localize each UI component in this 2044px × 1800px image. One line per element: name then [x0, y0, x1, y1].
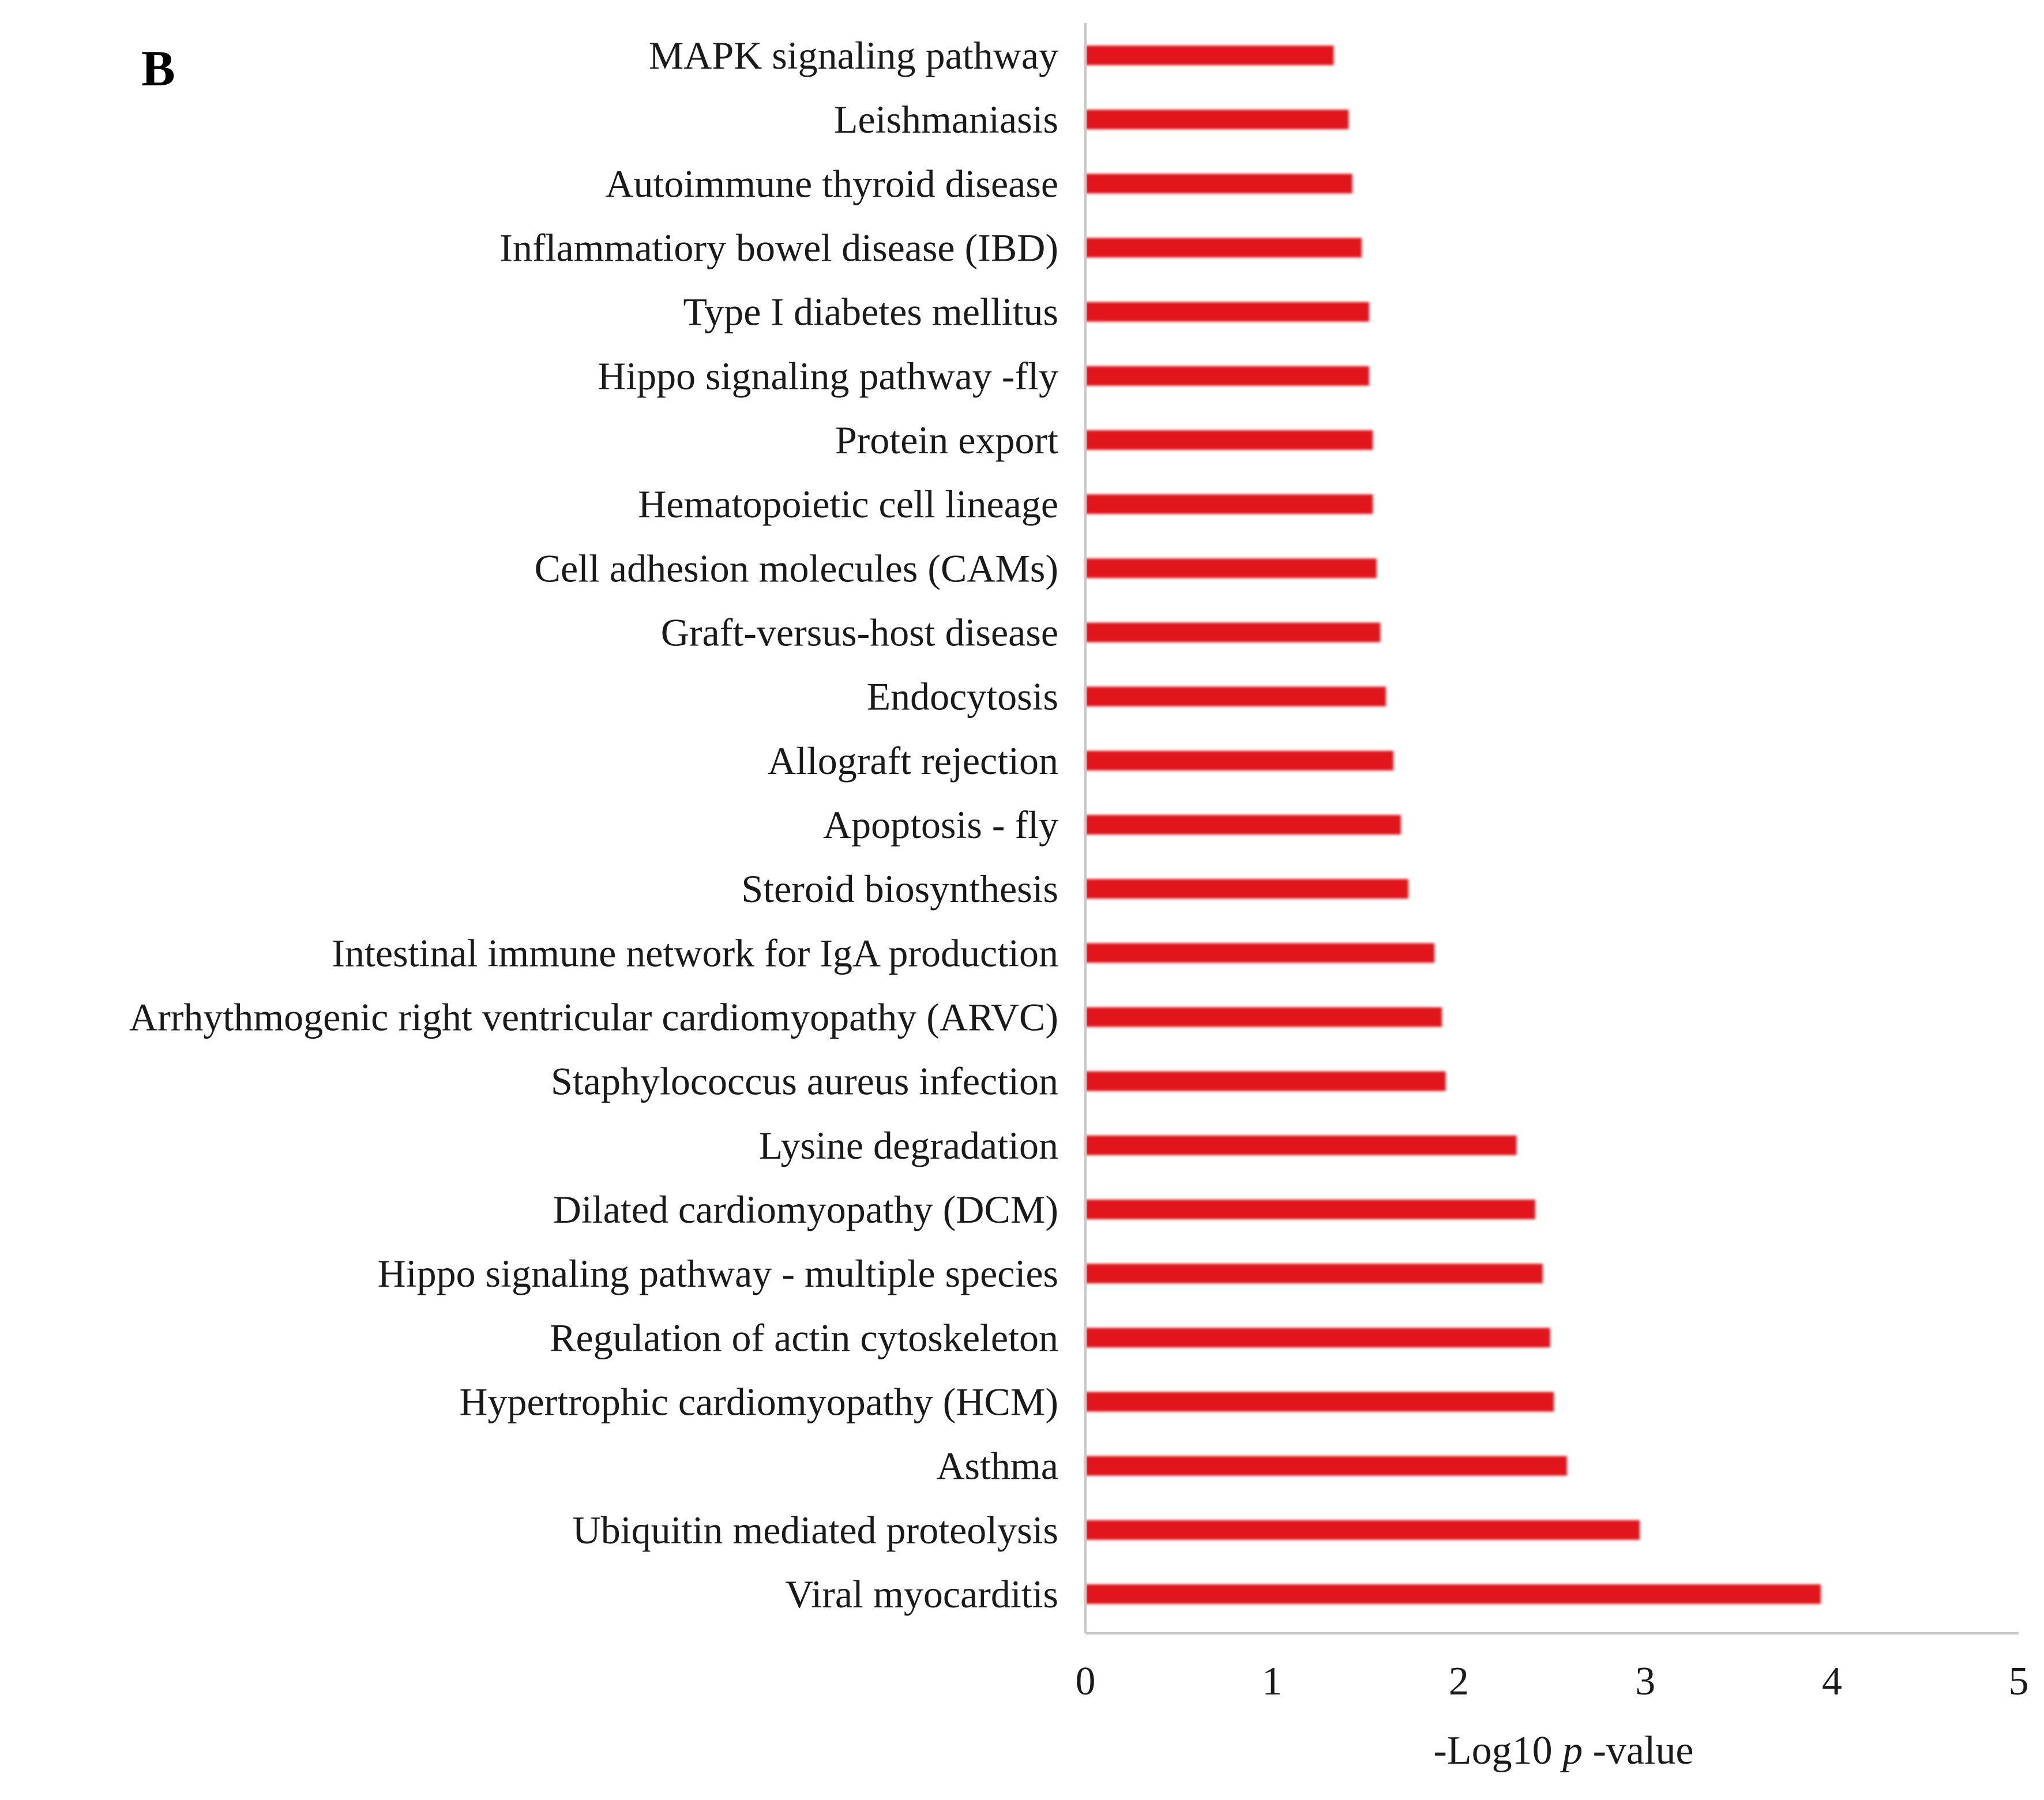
- bar-3: [1085, 174, 1352, 194]
- bar-13: [1085, 815, 1401, 835]
- category-label: Hypertrophic cardiomyopathy (HCM): [459, 1380, 1058, 1424]
- category-label: Asthma: [936, 1444, 1058, 1488]
- category-label: Apoptosis - fly: [823, 803, 1058, 847]
- bar-19: [1085, 1200, 1535, 1219]
- axes: [1084, 23, 2019, 1634]
- x-tick-label: 4: [1822, 1659, 1842, 1704]
- bars-layer: [1085, 46, 1821, 1604]
- category-label: Autoimmune thyroid disease: [605, 161, 1058, 205]
- bar-2: [1085, 110, 1349, 130]
- category-label: MAPK signaling pathway: [649, 33, 1058, 77]
- category-label: Hippo signaling pathway -fly: [598, 354, 1058, 398]
- bar-16: [1085, 1007, 1442, 1027]
- bar-6: [1085, 366, 1369, 386]
- category-label: Allograft rejection: [768, 739, 1058, 783]
- x-tick-label: 2: [1449, 1659, 1469, 1704]
- bar-8: [1085, 494, 1373, 514]
- bar-20: [1085, 1264, 1543, 1284]
- x-tick-label: 0: [1076, 1659, 1096, 1704]
- category-label: Viral myocarditis: [785, 1572, 1058, 1616]
- x-tick-label: 5: [2009, 1659, 2029, 1704]
- bar-5: [1085, 302, 1369, 322]
- category-label: Dilated cardiomyopathy (DCM): [553, 1188, 1058, 1231]
- category-label: Hippo signaling pathway - multiple speci…: [378, 1252, 1058, 1295]
- category-label: Protein export: [835, 418, 1058, 462]
- category-label: Lysine degradation: [759, 1123, 1058, 1167]
- category-label: Regulation of actin cytoskeleton: [550, 1316, 1058, 1359]
- x-tick-label: 3: [1635, 1659, 1655, 1704]
- x-axis-title-italic: p: [1560, 1728, 1583, 1773]
- x-axis-title-suffix: -value: [1583, 1728, 1693, 1773]
- category-label: Intestinal immune network for IgA produc…: [332, 931, 1058, 975]
- bar-22: [1085, 1392, 1554, 1412]
- bar-18: [1085, 1135, 1517, 1155]
- category-label: Type I diabetes mellitus: [683, 290, 1058, 334]
- bar-11: [1085, 686, 1386, 707]
- category-label: Endocytosis: [867, 675, 1058, 719]
- bar-9: [1085, 558, 1377, 578]
- category-label: Leishmaniasis: [834, 97, 1058, 141]
- category-label: Hematopoietic cell lineage: [638, 482, 1058, 526]
- category-label: Inflammatiory bowel disease (IBD): [499, 226, 1058, 270]
- bar-24: [1085, 1520, 1640, 1540]
- bar-17: [1085, 1071, 1446, 1091]
- bar-14: [1085, 879, 1408, 899]
- x-axis-title: -Log10 p -value: [1434, 1728, 1694, 1773]
- x-tick-labels: 0 1 2 3 4 5: [1076, 1659, 2029, 1704]
- bar-1: [1085, 46, 1334, 65]
- bar-25: [1085, 1584, 1821, 1604]
- panel-letter: B: [141, 41, 175, 97]
- category-label: Ubiquitin mediated proteolysis: [573, 1508, 1058, 1552]
- category-label: Staphylococcus aureus infection: [551, 1059, 1058, 1103]
- x-axis-title-prefix: -Log10: [1434, 1728, 1563, 1773]
- category-labels: MAPK signaling pathway Leishmaniasis Autoi…: [129, 33, 1058, 1616]
- category-label: Steroid biosynthesis: [741, 867, 1058, 911]
- bar-12: [1085, 750, 1393, 771]
- bar-15: [1085, 943, 1435, 963]
- category-label: Cell adhesion molecules (CAMs): [535, 546, 1058, 590]
- bar-7: [1085, 430, 1373, 450]
- bar-10: [1085, 622, 1381, 642]
- category-label: Arrhythmogenic right ventricular cardiom…: [129, 995, 1058, 1039]
- category-label: Graft-versus-host disease: [661, 611, 1058, 655]
- bar-4: [1085, 238, 1362, 258]
- x-tick-label: 1: [1262, 1659, 1282, 1704]
- bar-23: [1085, 1456, 1567, 1476]
- bar-21: [1085, 1328, 1550, 1348]
